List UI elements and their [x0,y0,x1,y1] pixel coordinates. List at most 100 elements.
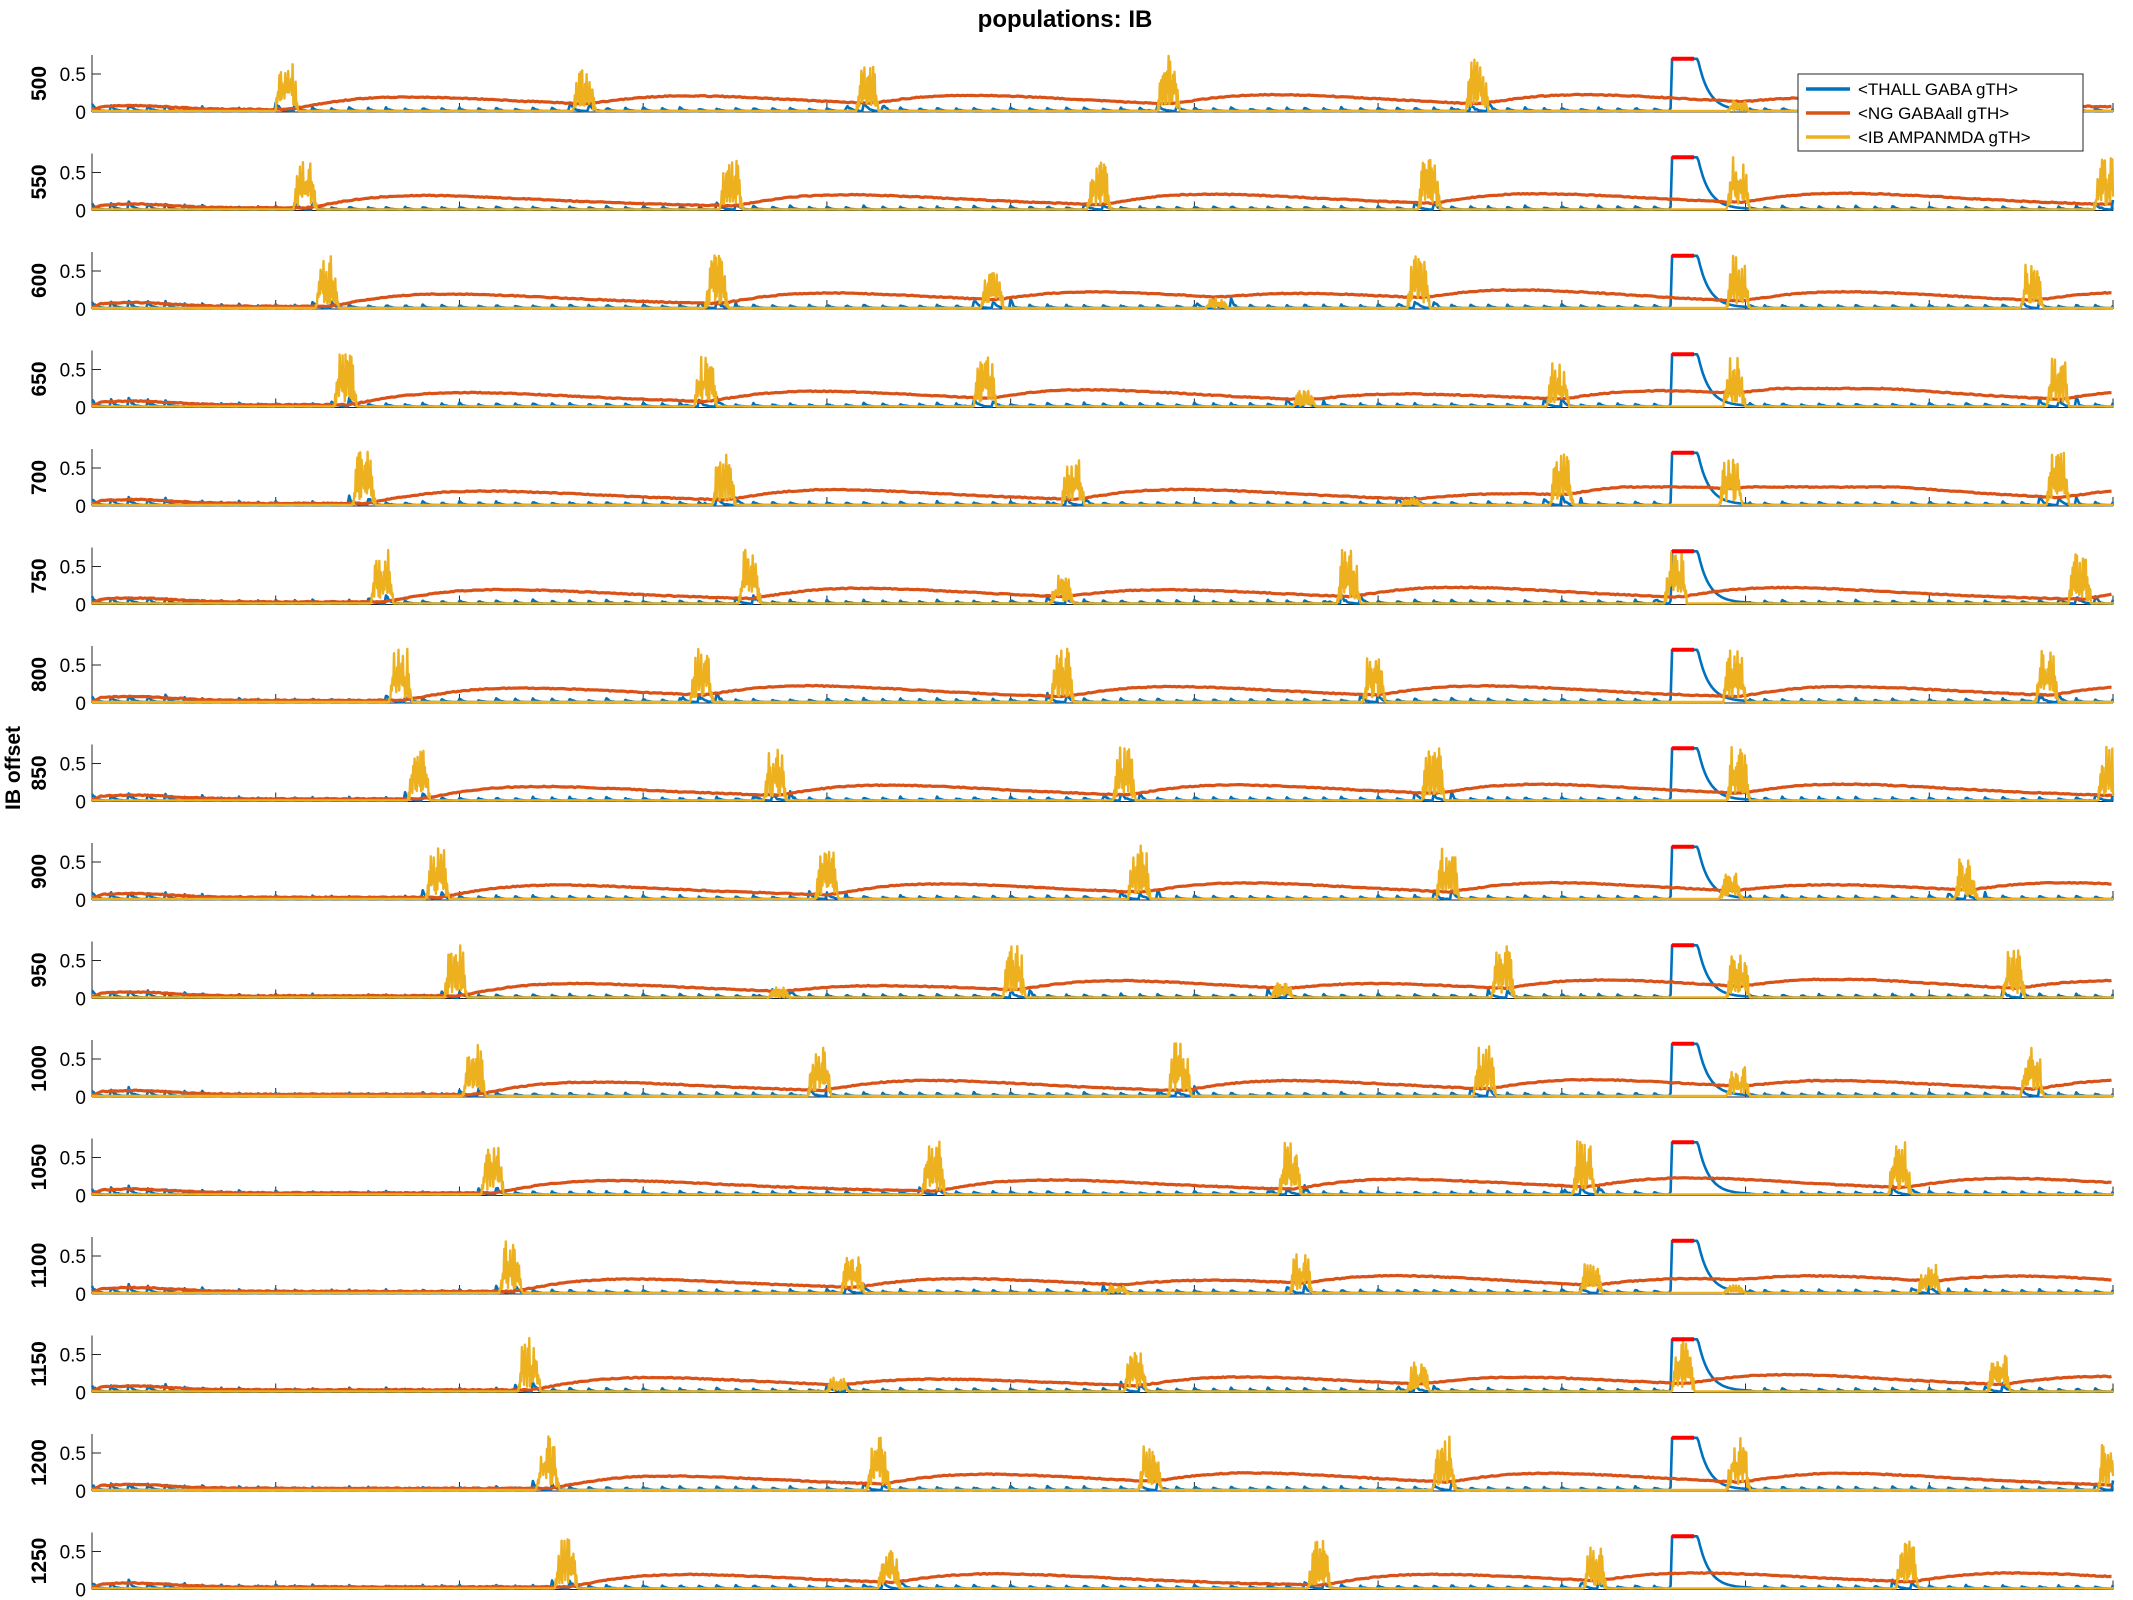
legend: <THALL GABA gTH> <NG GABAall gTH> <IB AMPA… [1797,73,2084,152]
legend-entry: <IB AMPANMDA gTH> [1858,128,2031,147]
series-line-ng [91,1372,2112,1393]
panel-label: 1050 [28,1144,51,1191]
series-line-ng [91,191,2112,211]
series-line-thall [90,549,2115,606]
panel-label: 600 [28,263,51,298]
panel-850: 0 0.5 850 [28,744,2115,814]
panel-900: 0 0.5 900 [28,843,2115,912]
y-tick-label: 0 [75,1384,86,1405]
y-tick-label: 0 [75,694,86,715]
series-line-ib [91,1240,2114,1296]
panels: 00.550000.555000.560000.565000.570000.57… [28,54,2115,1600]
series-line-ib [91,1140,2114,1196]
panel-550: 0 0.5 550 [28,153,2115,223]
panel-650: 0 0.5 650 [28,350,2115,420]
series-line-ng [91,1077,2112,1097]
panel-label: 750 [28,558,51,593]
series-line-ng [91,1273,2112,1294]
series-line-ib [91,647,2114,704]
y-tick-label: 0 [75,891,86,912]
y-tick-label: 0 [75,1482,86,1503]
series-line-ib [91,745,2115,802]
x-tick-label: 3000 [1173,1599,1215,1600]
y-tick-label: 0 [75,497,86,518]
panel-1250: 0 0.5 1250 [28,1532,2115,1600]
series-line-thall [90,254,2115,310]
panel-label: 550 [28,164,51,199]
series-line-thall [91,352,2115,409]
panel-label: 1000 [28,1045,51,1092]
x-tick-label: 500 [260,1599,292,1600]
y-tick-label: 0.5 [60,1444,86,1465]
y-tick-label: 0.5 [60,1543,86,1564]
series-line-ng [91,782,2112,802]
y-tick-label: 0 [75,300,86,321]
series-line-ib [91,548,2114,605]
y-tick-label: 0 [75,1285,86,1306]
chart-title: populations: IB [978,6,1153,33]
series-line-ib [91,1336,2114,1394]
series-line-ng [91,683,2112,703]
x-tick-label: 0 [87,1599,98,1600]
series-line-thall [91,1436,2115,1492]
panel-label: 650 [28,361,51,396]
series-line-ib [91,844,2114,901]
panel-label: 950 [28,952,51,987]
series-line-ng [91,1570,2112,1590]
y-tick-label: 0.5 [60,361,86,382]
panel-label: 500 [28,66,51,101]
panel-500: 0 0.5 500 [28,54,2115,124]
panel-label: 1150 [28,1341,51,1387]
series-line-ib [91,450,2114,507]
panel-600: 0 0.5 600 [28,252,2115,321]
panel-1100: 0 0.5 1100 [28,1237,2115,1306]
panel-1050: 0 0.5 1050 [28,1138,2115,1208]
series-line-thall [91,943,2115,1000]
y-tick-label: 0.5 [60,1346,86,1367]
series-line-ib [91,156,2115,211]
series-line-ng [91,92,2112,112]
y-tick-label: 0 [75,103,86,124]
series-line-ng [91,288,2112,309]
y-tick-label: 0.5 [60,656,86,677]
y-tick-label: 0 [75,202,86,223]
series-line-ib [91,1042,2114,1098]
y-tick-label: 0.5 [60,1247,86,1268]
series-line-ng [91,977,2112,999]
y-tick-label: 0.5 [60,853,86,874]
y-tick-label: 0.5 [60,1050,86,1071]
y-tick-label: 0 [75,1088,86,1109]
y-tick-label: 0 [75,1187,86,1208]
series-line-ib [91,944,2114,1000]
panel-1150: 0 0.5 1150 [28,1335,2115,1405]
legend-entry: <NG GABAall gTH> [1858,104,2009,123]
x-tick-label: 4500 [1724,1599,1766,1600]
y-tick-label: 0.5 [60,755,86,776]
x-tick-label: 3500 [1357,1599,1399,1600]
series-line-ng [91,485,2112,506]
panel-950: 0 0.5 950 [28,941,2115,1011]
series-line-ib [91,353,2114,408]
y-tick-label: 0.5 [60,952,86,973]
series-line-thall [91,1535,2115,1590]
y-tick-label: 0 [75,990,86,1011]
series-line-ib [91,1538,2114,1590]
series-line-ng [91,880,2112,900]
panel-700: 0 0.5 700 [28,449,2115,518]
y-tick-label: 0.5 [60,262,86,283]
y-tick-label: 0 [75,596,86,617]
series-line-ng [91,1176,2112,1196]
panel-label: 1200 [28,1439,51,1486]
y-tick-label: 0.5 [60,164,86,185]
x-tick-label: 4000 [1541,1599,1583,1600]
y-tick-label: 0 [75,793,86,814]
series-line-ng [91,386,2112,408]
panel-1200: 0 0.5 1200 [28,1434,2115,1503]
panel-label: 800 [28,657,51,692]
panel-800: 0 0.5 800 [28,646,2115,715]
legend-entry: <THALL GABA gTH> [1858,80,2018,99]
